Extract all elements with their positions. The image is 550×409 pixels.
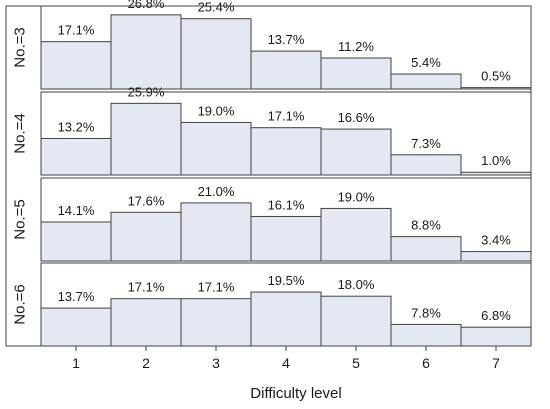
bar-panel3-level6 xyxy=(390,236,462,262)
data-label-panel2-level1: 13.2% xyxy=(58,119,95,134)
data-label-panel3-level5: 19.0% xyxy=(338,189,375,204)
data-label-panel3-level6: 8.8% xyxy=(411,218,441,233)
x-tick-label-6: 6 xyxy=(422,355,430,371)
bar-panel3-level1 xyxy=(40,221,112,262)
data-label-panel1-level5: 11.2% xyxy=(338,39,374,54)
bar-panel2-level5 xyxy=(320,128,392,176)
data-label-panel1-level4: 13.7% xyxy=(268,32,305,47)
bar-panel2-level3 xyxy=(180,121,252,176)
panel-2: 13.2%25.9%19.0% 17.1% 16.6%7.3%1.0%No.=4 xyxy=(12,84,532,176)
data-label-panel3-level1: 14.1% xyxy=(58,203,95,218)
data-label-panel3-level3: 21.0% xyxy=(198,184,235,199)
data-label-panel2-level4: 17.1% xyxy=(268,109,305,124)
x-tick-label-1: 1 xyxy=(72,355,80,371)
bar-panel4-level6 xyxy=(390,323,462,347)
data-label-panel2-level5: 16.6% xyxy=(338,110,375,125)
bar-panel4-level7 xyxy=(460,326,532,347)
bar-panel1-level5 xyxy=(320,57,392,90)
data-label-panel4-level5: 18.0% xyxy=(338,277,375,292)
bar-panel1-level4 xyxy=(250,50,322,90)
data-label-panel1-level2: 26.8% xyxy=(128,0,165,11)
panel-label-2: No.=4 xyxy=(12,113,29,153)
panel-3: 14.1% 17.6% 21.0% 16.1% 19.0% 8.8% 3.4% No.=5 xyxy=(12,177,532,262)
x-tick-label-3: 3 xyxy=(212,355,220,371)
data-label-panel1-level6: 5.4% xyxy=(411,55,441,70)
x-tick-label-7: 7 xyxy=(492,355,500,371)
data-label-panel2-level7: 1.0% xyxy=(481,153,511,168)
data-label-panel4-level6: 7.8% xyxy=(411,305,441,320)
bar-panel4-level3 xyxy=(180,298,252,347)
bar-panel1-level3 xyxy=(180,18,252,90)
data-label-panel2-level3: 19.0% xyxy=(198,103,235,118)
data-label-panel3-level7: 3.4% xyxy=(481,233,511,248)
bar-panel3-level3 xyxy=(180,202,252,262)
panel-1: 17.1% 26.8% 25.4% 13.7% 11.2% 5.4% 0.5% No.=3 xyxy=(12,0,532,90)
bar-panel2-level2 xyxy=(110,102,182,176)
x-tick-label-2: 2 xyxy=(142,355,150,371)
data-label-panel4-level1: 13.7% xyxy=(58,289,95,304)
panel-label-4: No.=6 xyxy=(12,284,29,324)
bar-panel4-level4 xyxy=(250,291,322,347)
data-label-panel4-level2: 17.1% xyxy=(128,280,165,295)
x-axis-title: Difficulty level xyxy=(250,385,341,402)
bar-panel1-level6 xyxy=(390,73,462,90)
data-label-panel1-level7: 0.5% xyxy=(481,69,511,84)
outer-frame xyxy=(5,5,532,347)
bar-panel4-level1 xyxy=(40,307,112,347)
bar-panel3-level7 xyxy=(460,251,532,262)
bar-panel2-level4 xyxy=(250,127,322,176)
data-label-panel1-level1: 17.1% xyxy=(58,23,95,38)
bar-panel3-level5 xyxy=(320,207,392,262)
data-label-panel1-level3: 25.4% xyxy=(198,0,235,15)
bar-panel2-level6 xyxy=(390,154,462,176)
bar-panel4-level2 xyxy=(110,298,182,347)
panel-4: 13.7% 17.1% 17.1% 19.5% 18.0% 7.8% 6.8% No.=6 xyxy=(12,262,532,347)
data-label-panel2-level6: 7.3% xyxy=(411,136,441,151)
bar-panel1-level1 xyxy=(40,41,112,90)
bar-panel2-level1 xyxy=(40,137,112,176)
panel-label-1: No.=3 xyxy=(12,27,29,67)
panel-label-3: No.=5 xyxy=(12,199,29,239)
x-axis: 1 2 3 4 5 6 7 xyxy=(72,346,500,371)
data-label-panel4-level3: 17.1% xyxy=(198,280,235,295)
bar-panel1-level2 xyxy=(110,14,182,90)
bar-panel3-level4 xyxy=(250,215,322,262)
x-tick-label-4: 4 xyxy=(282,355,290,371)
data-label-panel4-level7: 6.8% xyxy=(481,308,511,323)
data-label-panel3-level2: 17.6% xyxy=(128,193,165,208)
x-tick-label-5: 5 xyxy=(352,355,360,371)
bar-panel4-level5 xyxy=(320,295,392,347)
data-label-panel3-level4: 16.1% xyxy=(268,197,305,212)
data-label-panel4-level4: 19.5% xyxy=(268,273,305,288)
bar-panel3-level2 xyxy=(110,211,182,262)
